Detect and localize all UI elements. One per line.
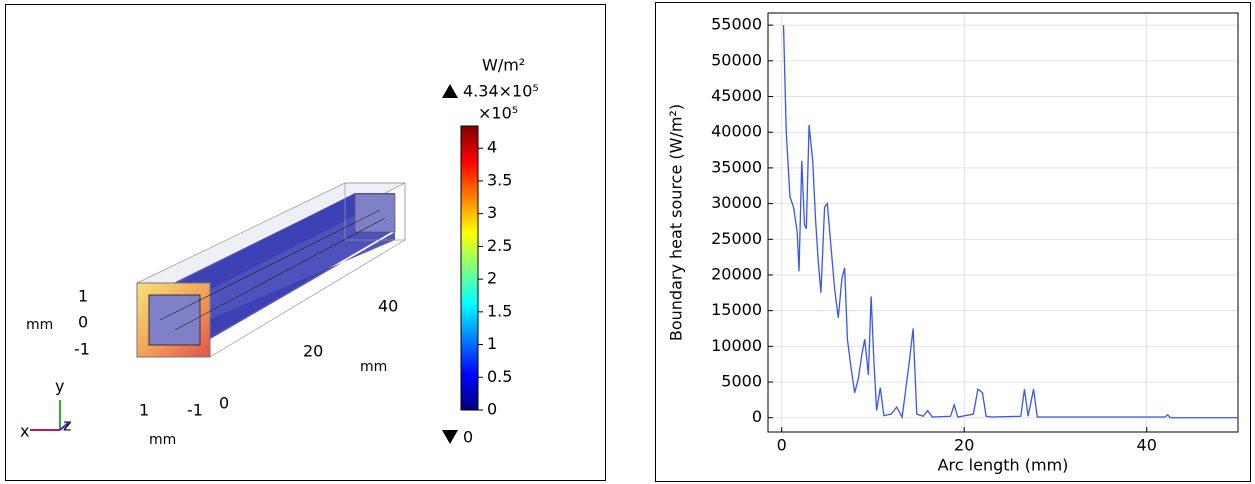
colorbar-tick-label: 4 xyxy=(487,138,497,157)
page: x y z 1 0 -1 mm 40 20 mm 1 -1 0 mm W/m² … xyxy=(0,0,1255,484)
y-tick: 1 xyxy=(78,287,88,306)
colorbar-tick-label: 1.5 xyxy=(487,301,512,320)
y-tick-label: 50000 xyxy=(711,50,762,69)
y-tick-label: 35000 xyxy=(711,157,762,176)
colorbar-tick-label: 3.5 xyxy=(487,170,512,189)
x-tick-label: 40 xyxy=(1137,436,1157,455)
x-tick: -1 xyxy=(187,401,203,420)
z-unit: mm xyxy=(360,359,387,375)
triad-y: y xyxy=(55,377,64,396)
x-tick: 0 xyxy=(219,394,229,413)
triad-z: z xyxy=(63,416,71,435)
x-unit: mm xyxy=(149,432,176,448)
colorbar xyxy=(461,126,478,410)
y-tick-label: 0 xyxy=(752,407,762,426)
x-tick-label: 0 xyxy=(777,436,787,455)
y-tick-label: 25000 xyxy=(711,229,762,248)
x-tick-label: 20 xyxy=(954,436,974,455)
z-tick: 20 xyxy=(303,342,323,361)
y-axis-label: Boundary heat source (W/m²) xyxy=(667,104,686,341)
y-tick-label: 10000 xyxy=(711,336,762,355)
y-tick: 0 xyxy=(78,313,88,332)
y-tick-label: 20000 xyxy=(711,264,762,283)
triad-x: x xyxy=(20,422,29,441)
colorbar-tick-label: 2.5 xyxy=(487,236,512,255)
y-tick: -1 xyxy=(74,340,90,359)
y-tick-label: 5000 xyxy=(721,372,762,391)
z-tick: 40 xyxy=(378,297,398,316)
y-tick-label: 15000 xyxy=(711,300,762,319)
colorbar-min: 0 xyxy=(463,428,473,447)
y-tick-label: 45000 xyxy=(711,86,762,105)
colorbar-max: 4.34×10⁵ xyxy=(463,82,539,101)
colorbar-tick-label: 0.5 xyxy=(487,367,512,386)
x-tick: 1 xyxy=(139,401,149,420)
colorbar-tick-label: 2 xyxy=(487,269,497,288)
colorbar-scale: ×10⁵ xyxy=(478,104,518,123)
y-tick-label: 30000 xyxy=(711,193,762,212)
y-unit: mm xyxy=(26,317,53,333)
y-tick-label: 55000 xyxy=(711,15,762,34)
y-tick-label: 40000 xyxy=(711,122,762,141)
colorbar-tick-label: 0 xyxy=(487,400,497,419)
colorbar-unit: W/m² xyxy=(482,56,525,75)
colorbar-tick-label: 3 xyxy=(487,203,497,222)
x-axis-label: Arc length (mm) xyxy=(938,456,1069,475)
screenshot: x y z 1 0 -1 mm 40 20 mm 1 -1 0 mm W/m² … xyxy=(0,0,1255,484)
colorbar-tick-label: 1 xyxy=(487,334,497,353)
